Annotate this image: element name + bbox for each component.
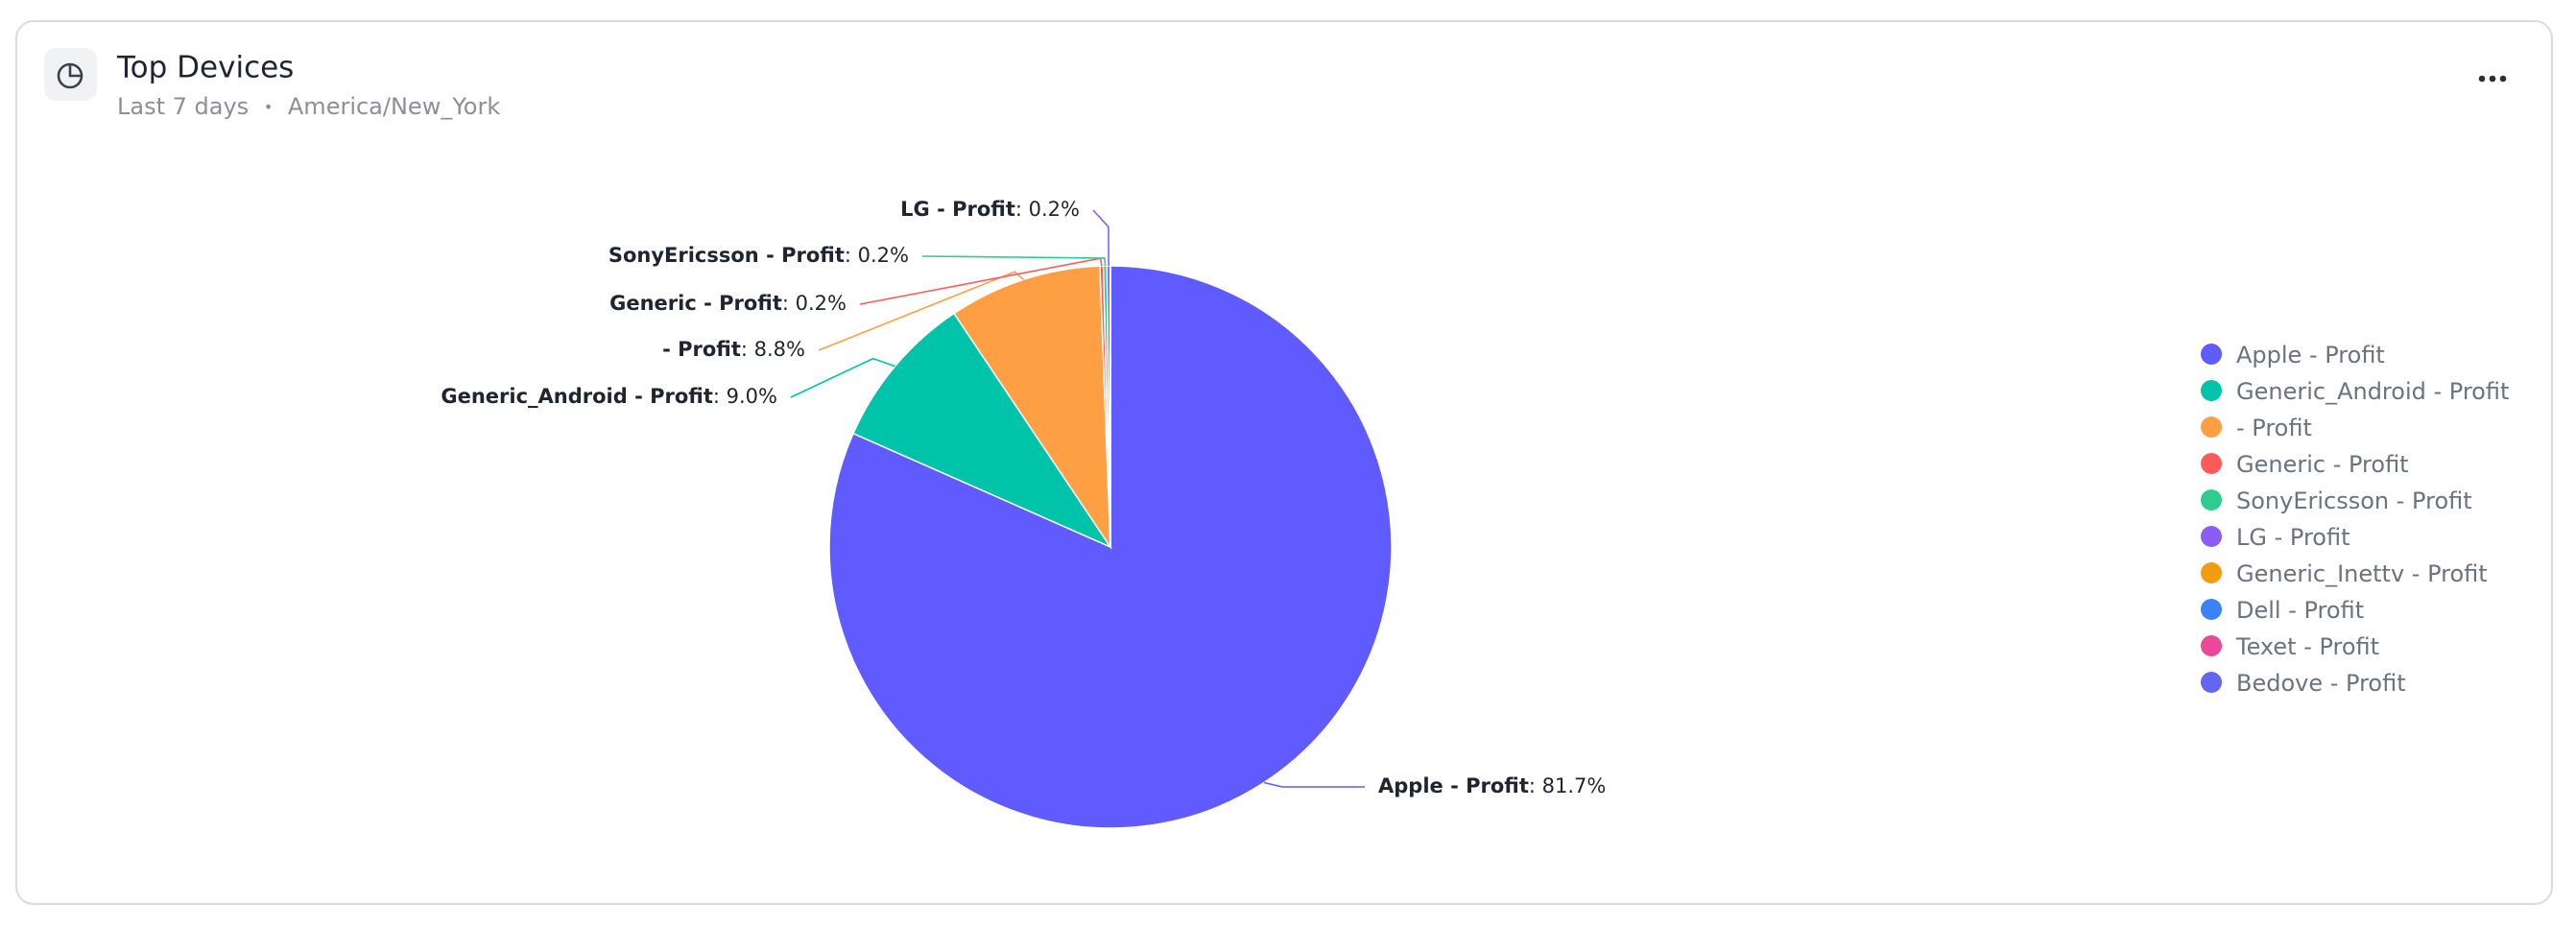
legend-dot — [2201, 672, 2222, 693]
leader-line — [921, 255, 1107, 267]
slice-label-value: : 0.2% — [1015, 198, 1080, 221]
legend-label: Apple - Profit — [2236, 342, 2385, 368]
slice-label-value: : 9.0% — [713, 385, 777, 408]
chart-icon — [57, 62, 83, 89]
slice-label: Generic_Android - Profit: 9.0% — [441, 385, 777, 408]
legend-label: SonyEricsson - Profit — [2236, 487, 2472, 514]
slice-label-name: - Profit — [662, 338, 741, 361]
separator: • — [264, 98, 273, 116]
slice-label: - Profit: 8.8% — [662, 338, 805, 361]
legend-dot — [2201, 562, 2222, 583]
legend-dot — [2201, 489, 2222, 511]
legend-dot — [2201, 344, 2222, 365]
slice-label-value: : 8.8% — [741, 338, 805, 361]
card-title: Top Devices — [116, 51, 294, 85]
pie-slice — [851, 312, 1113, 549]
legend-label: LG - Profit — [2236, 524, 2350, 551]
legend-label: Dell - Profit — [2236, 597, 2364, 624]
legend-dot — [2201, 526, 2222, 547]
leader-line — [818, 271, 1025, 351]
legend-dot — [2201, 635, 2222, 656]
legend: Apple - Profit Generic_Android - Profit - … — [2201, 342, 2509, 697]
range: Last 7 days — [117, 93, 249, 120]
legend-dot — [2201, 416, 2222, 438]
legend-dot — [2201, 453, 2222, 474]
slice-label-value: : 0.2% — [782, 292, 847, 315]
legend-label: Texet - Profit — [2235, 633, 2379, 660]
legend-label: Generic - Profit — [2236, 451, 2409, 478]
slice-label-name: Generic - Profit — [609, 292, 782, 315]
leader-line — [1092, 209, 1109, 267]
legend-dot — [2201, 599, 2222, 620]
slice-label-value: : 0.2% — [845, 244, 909, 267]
legend-dot — [2201, 380, 2222, 401]
legend-label: Generic_Inettv - Profit — [2236, 560, 2488, 587]
slice-label: Apple - Profit: 81.7% — [1378, 774, 1606, 797]
slice-label-name: LG - Profit — [900, 198, 1015, 221]
slice-label-value: : 81.7% — [1529, 774, 1606, 797]
card-subtitle: Last 7 days • America/New_York — [117, 93, 500, 120]
slice-labels: Apple - Profit: 81.7% Generic_Android - P… — [441, 198, 1606, 797]
slice-label-name: SonyEricsson - Profit — [608, 244, 845, 267]
legend-label: Generic_Android - Profit — [2236, 378, 2509, 405]
leader-line — [1263, 781, 1365, 788]
legend-label: Bedove - Profit — [2236, 670, 2406, 697]
leader-line — [790, 357, 895, 398]
slice-label-name: Apple - Profit — [1378, 774, 1529, 797]
legend-label: - Profit — [2236, 415, 2312, 441]
slice-label-name: Generic_Android - Profit — [441, 385, 713, 408]
pie — [828, 265, 1393, 829]
slice-label: SonyEricsson - Profit: 0.2% — [608, 244, 909, 267]
menu-button[interactable] — [2478, 75, 2507, 83]
timezone: America/New_York — [288, 93, 500, 120]
slice-label: LG - Profit: 0.2% — [900, 198, 1080, 221]
pie-slice — [952, 265, 1111, 550]
slice-label: Generic - Profit: 0.2% — [609, 292, 847, 315]
